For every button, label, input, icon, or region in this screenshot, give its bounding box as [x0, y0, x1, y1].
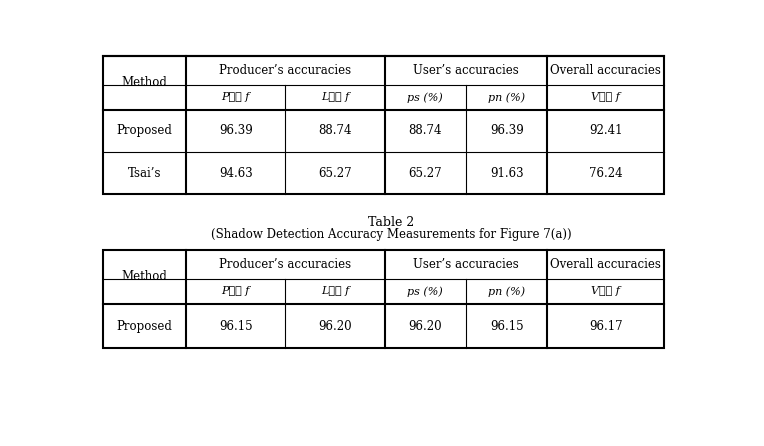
Text: Tsai’s: Tsai’s [128, 167, 161, 180]
Text: VＤＳ f: VＤＳ f [591, 92, 620, 103]
Text: Proposed: Proposed [117, 320, 173, 333]
Text: Overall accuracies: Overall accuracies [550, 64, 662, 77]
Text: 65.27: 65.27 [409, 167, 442, 180]
Text: 96.39: 96.39 [490, 124, 523, 137]
Text: User’s accuracies: User’s accuracies [413, 64, 519, 77]
Text: LＤＳ f: LＤＳ f [321, 286, 349, 297]
Text: Producer’s accuracies: Producer’s accuracies [219, 64, 351, 77]
Text: PＤＳ f: PＤＳ f [222, 92, 250, 103]
Text: 96.15: 96.15 [490, 320, 523, 333]
Text: Table 2: Table 2 [368, 216, 415, 229]
Text: 92.41: 92.41 [589, 124, 623, 137]
Text: 96.39: 96.39 [219, 124, 253, 137]
Text: 76.24: 76.24 [589, 167, 623, 180]
Text: ps (%): ps (%) [407, 286, 443, 297]
Text: 94.63: 94.63 [219, 167, 253, 180]
Text: PＤＳ f: PＤＳ f [222, 286, 250, 297]
Text: (Shadow Detection Accuracy Measurements for Figure 7(a)): (Shadow Detection Accuracy Measurements … [211, 228, 572, 241]
Text: VＤＳ f: VＤＳ f [591, 286, 620, 297]
Text: ps (%): ps (%) [407, 92, 443, 103]
Text: 91.63: 91.63 [490, 167, 523, 180]
Text: 88.74: 88.74 [409, 124, 442, 137]
Text: LＤＳ f: LＤＳ f [321, 92, 349, 103]
Text: pn (%): pn (%) [488, 286, 525, 297]
Bar [103, 56, 665, 194]
Text: 96.20: 96.20 [409, 320, 442, 333]
Text: pn (%): pn (%) [488, 92, 525, 103]
Text: User’s accuracies: User’s accuracies [413, 258, 519, 271]
Bar [103, 250, 665, 348]
Text: Method: Method [121, 270, 167, 283]
Text: Overall accuracies: Overall accuracies [550, 258, 662, 271]
Text: Method: Method [121, 76, 167, 89]
Text: 65.27: 65.27 [318, 167, 351, 180]
Text: 96.20: 96.20 [318, 320, 351, 333]
Text: Producer’s accuracies: Producer’s accuracies [219, 258, 351, 271]
Text: 96.17: 96.17 [589, 320, 623, 333]
Text: 96.15: 96.15 [219, 320, 253, 333]
Text: Proposed: Proposed [117, 124, 173, 137]
Text: 88.74: 88.74 [319, 124, 351, 137]
